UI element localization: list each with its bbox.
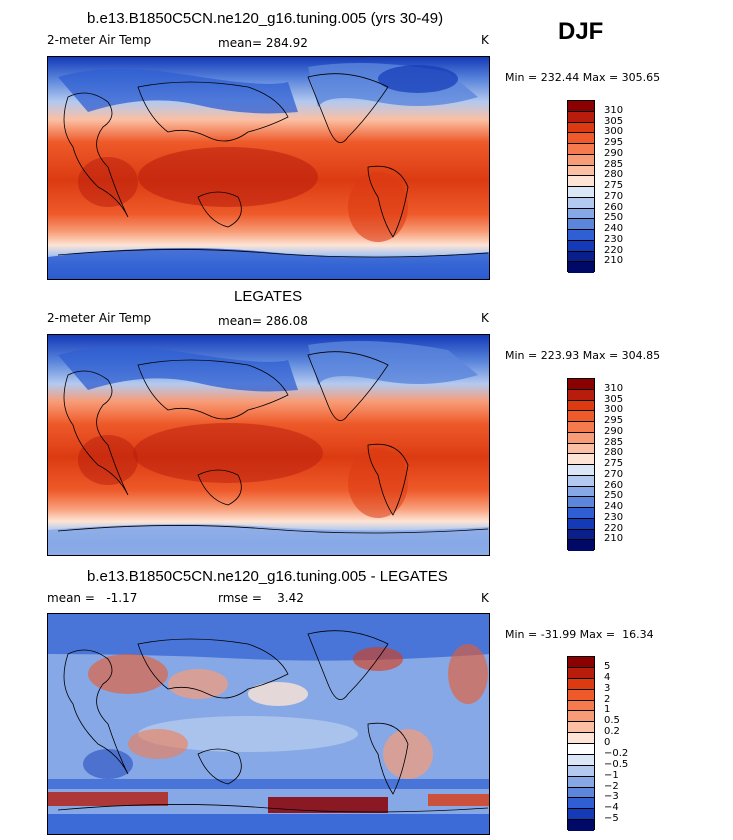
panel1-field-label: 2-meter Air Temp: [47, 33, 152, 47]
colorbar-tick-label: 0: [604, 737, 611, 748]
colorbar-tick-label: −0.2: [604, 747, 629, 759]
colorbar-tick-label: 280: [604, 447, 624, 459]
colorbar-tick-label: 290: [604, 147, 624, 159]
colorbar-tick-label: 295: [604, 137, 624, 148]
colorbar-tick-label: 305: [604, 393, 624, 405]
panel3-title: b.e13.B1850C5CN.ne120_g16.tuning.005 - L…: [87, 568, 448, 585]
colorbar-tick-label: −3: [604, 791, 619, 803]
colorbar-tick-label: 275: [604, 458, 624, 469]
colorbar-tick-label: 310: [604, 382, 624, 394]
panel3-colorbar: [567, 656, 595, 831]
colorbar-tick-label: 285: [604, 158, 624, 170]
panel2-units: K: [481, 311, 489, 325]
panel1-map: [47, 56, 490, 280]
colorbar-tick-label: 275: [604, 180, 624, 191]
colorbar-tick-label: 280: [604, 169, 624, 181]
panel2-minmax: Min = 223.93 Max = 304.85: [505, 349, 661, 362]
panel2-mean-label: mean= 286.08: [218, 314, 308, 328]
panel2-field-label: 2-meter Air Temp: [47, 311, 152, 325]
colorbar-tick-label: 240: [604, 223, 624, 234]
colorbar-tick-label: 260: [604, 479, 624, 491]
colorbar-tick-label: 305: [604, 115, 624, 127]
panel2-map: [47, 334, 490, 556]
panel1-map-graphic: [48, 57, 489, 279]
colorbar-tick-label: 4: [604, 671, 611, 683]
colorbar-tick-label: 0.5: [604, 715, 620, 727]
panel1-title: b.e13.B1850C5CN.ne120_g16.tuning.005 (yr…: [87, 10, 444, 27]
colorbar-tick-label: 210: [604, 255, 624, 267]
panel1-colorbar: [567, 100, 595, 273]
season-label: DJF: [558, 18, 604, 45]
panel3-units: K: [481, 591, 489, 605]
colorbar-tick-label: 210: [604, 533, 624, 545]
colorbar-tick-label: 2: [604, 693, 611, 705]
colorbar-tick-label: 310: [604, 104, 624, 116]
panel3-map: [47, 613, 490, 835]
colorbar-tick-label: −0.5: [604, 758, 629, 770]
colorbar-tick-label: −4: [604, 802, 619, 814]
colorbar-tick-label: 290: [604, 425, 624, 437]
colorbar-tick-label: 240: [604, 501, 624, 512]
colorbar-tick-label: 250: [604, 212, 624, 224]
colorbar-tick-label: 270: [604, 468, 624, 480]
colorbar-tick-label: 270: [604, 190, 624, 202]
panel3-map-graphic: [48, 614, 489, 834]
colorbar-tick-label: 260: [604, 201, 624, 213]
panel2-title: LEGATES: [234, 288, 303, 305]
panel2-colorbar: [567, 378, 595, 551]
colorbar-tick-label: 300: [604, 126, 624, 138]
colorbar-tick-label: −5: [604, 813, 619, 825]
colorbar-tick-label: 300: [604, 404, 624, 416]
colorbar-tick-label: 5: [604, 660, 611, 672]
panel1-units: K: [481, 33, 489, 47]
colorbar-tick-label: 295: [604, 415, 624, 426]
colorbar-tick-label: 250: [604, 490, 624, 502]
colorbar-tick-label: 230: [604, 511, 624, 523]
colorbar-tick-label: 230: [604, 233, 624, 245]
colorbar-tick-label: 285: [604, 436, 624, 448]
panel3-rmse-label: rmse = 3.42: [218, 591, 304, 605]
colorbar-tick-label: −2: [604, 780, 619, 792]
panel1-minmax: Min = 232.44 Max = 305.65: [505, 71, 661, 84]
colorbar-tick-label: 3: [604, 682, 611, 694]
colorbar-tick-label: 220: [604, 244, 624, 256]
colorbar-tick-label: 220: [604, 522, 624, 534]
colorbar-tick-label: 0.2: [604, 726, 620, 738]
panel1-mean-label: mean= 284.92: [218, 36, 308, 50]
panel3-mean-label: mean = -1.17: [47, 591, 138, 605]
colorbar-tick-label: 1: [604, 704, 611, 716]
panel3-minmax: Min = -31.99 Max = 16.34: [505, 628, 654, 641]
colorbar-tick-label: −1: [604, 769, 619, 781]
panel2-map-graphic: [48, 335, 489, 555]
